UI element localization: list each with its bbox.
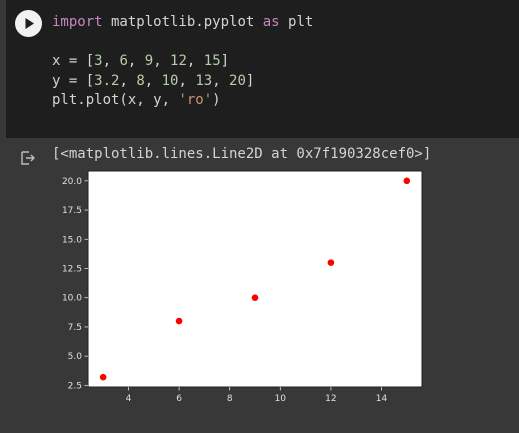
x-tick-label: 4: [126, 394, 132, 404]
code-token: 13: [195, 72, 213, 89]
x-tick-label: 6: [176, 394, 182, 404]
code-token: matplotlib.pyplot: [102, 14, 263, 30]
y-tick-label: 2.5: [68, 381, 82, 391]
scatter-plot: 2.5 5.0 7.5 10.0 12.5 15.0 17.5 20.0 4 6 8 10 12 14: [62, 170, 423, 404]
y-tick-label: 17.5: [62, 206, 82, 216]
code-token: ,: [127, 53, 145, 69]
code-token: 10: [161, 72, 179, 89]
x-axis: 4 6 8 10 12 14: [126, 387, 388, 404]
y-tick-label: 7.5: [68, 323, 82, 333]
code-line: y = [3.2, 8, 10, 13, 20]: [52, 72, 313, 92]
code-token: as: [262, 14, 280, 30]
code-token: plt: [279, 14, 314, 30]
code-token: ]: [245, 72, 255, 89]
y-tick-label: 5.0: [68, 352, 83, 362]
data-point: [251, 294, 259, 302]
code-cell[interactable]: import matplotlib.pyplot as plt x = [3, 6…: [6, 0, 519, 138]
code-token: 6: [119, 53, 128, 69]
run-cell-button[interactable]: [15, 10, 42, 37]
plot-area: [87, 170, 423, 388]
x-tick-label: 12: [325, 394, 336, 404]
code-token: ): [212, 92, 221, 108]
code-token: 'ro': [178, 92, 213, 108]
code-line: import matplotlib.pyplot as plt: [52, 13, 313, 33]
code-token: ]: [220, 53, 230, 69]
y-tick-label: 12.5: [62, 264, 82, 274]
code-token: 20: [229, 72, 246, 89]
data-point: [327, 259, 335, 266]
code-token: 8: [136, 72, 145, 89]
code-token: plt.plot(x, y,: [52, 92, 179, 108]
code-token: import: [52, 14, 103, 30]
code-token: 3.2: [94, 72, 120, 89]
x-tick-label: 14: [376, 394, 388, 404]
code-token: x = [: [52, 53, 95, 69]
data-points: [99, 177, 411, 381]
code-line: plt.plot(x, y, 'ro'): [52, 91, 313, 111]
code-token: ,: [119, 72, 137, 89]
output-redirect-icon[interactable]: [20, 150, 36, 166]
code-token: 3: [94, 53, 103, 69]
y-tick-label: 10.0: [62, 294, 82, 304]
code-token: ,: [186, 53, 204, 69]
code-token: 12: [170, 53, 187, 69]
code-line: [52, 33, 313, 53]
x-tick-label: 8: [227, 394, 233, 404]
play-icon: [25, 18, 34, 29]
y-tick-label: 20.0: [62, 177, 82, 187]
code-token: y = [: [52, 72, 95, 89]
code-token: ,: [144, 72, 162, 89]
code-token: 9: [144, 53, 154, 69]
code-token: ,: [178, 72, 196, 89]
x-tick-label: 10: [275, 394, 287, 404]
y-axis: 2.5 5.0 7.5 10.0 12.5 15.0 17.5 20.0: [62, 177, 88, 391]
data-point: [99, 373, 107, 381]
code-token: 15: [203, 53, 221, 69]
data-point: [403, 177, 411, 185]
code-token: ,: [212, 72, 230, 89]
output-text: [<matplotlib.lines.Line2D at 0x7f190328c…: [52, 146, 432, 162]
code-line: x = [3, 6, 9, 12, 15]: [52, 52, 313, 72]
y-tick-label: 15.0: [62, 235, 82, 245]
data-point: [175, 317, 183, 325]
code-editor[interactable]: import matplotlib.pyplot as plt x = [3, 6…: [52, 13, 313, 111]
code-token: ,: [153, 53, 171, 69]
code-token: ,: [102, 53, 120, 69]
